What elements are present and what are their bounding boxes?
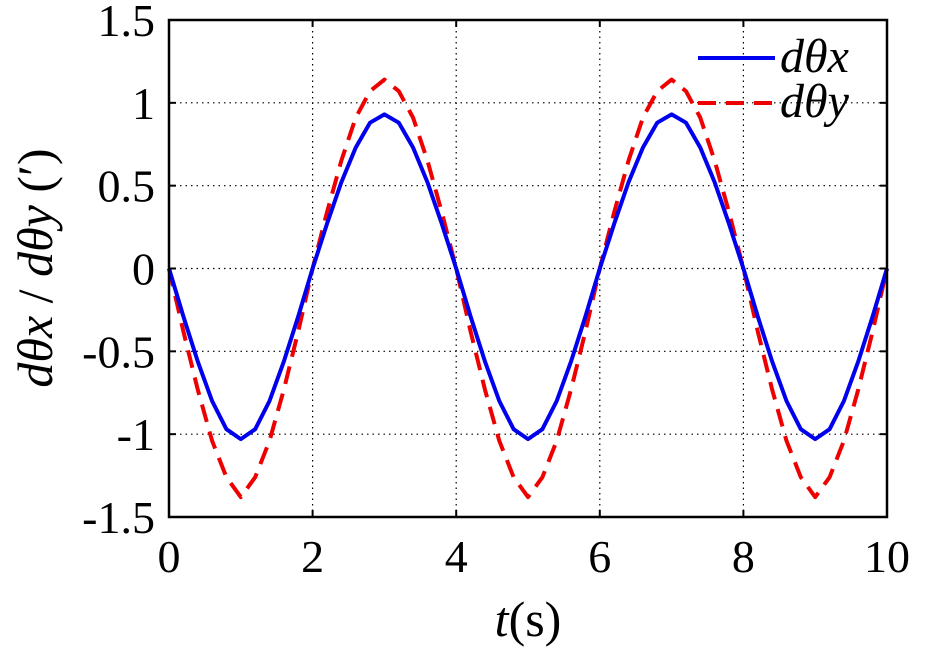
y-tick-label: 1.5 [98,0,156,46]
y-tick-label: -0.5 [82,326,155,377]
svg-text:dθx / dθy (′): dθx / dθy (′) [7,148,63,387]
x-tick-label: 4 [445,531,468,582]
y-tick-label: 0 [132,244,155,295]
x-tick-label: 10 [864,531,910,582]
y-axis-label: dθx / dθy (′) [7,148,63,387]
x-tick-label: 8 [732,531,755,582]
tick-labels: 0 2 4 6 8 10 -1.5 -1 -0.5 0 0.5 1 1.5 [82,0,910,582]
legend-label-dtheta-y: dθy [780,75,850,128]
y-tick-label: 0.5 [98,161,156,212]
x-tick-label: 2 [301,531,324,582]
x-axis-label: t(s) [495,591,562,647]
series-line-dtheta-y [167,77,889,500]
series-lines [167,77,889,500]
y-tick-label: -1.5 [82,492,155,543]
legend-label-dtheta-x: dθx [780,30,849,83]
y-tick-label: -1 [117,409,155,460]
legend: dθx dθy [698,30,850,128]
x-tick-label: 0 [158,531,181,582]
series-line-dtheta-x [167,112,889,442]
y-tick-label: 1 [132,78,155,129]
x-tick-label: 6 [588,531,611,582]
